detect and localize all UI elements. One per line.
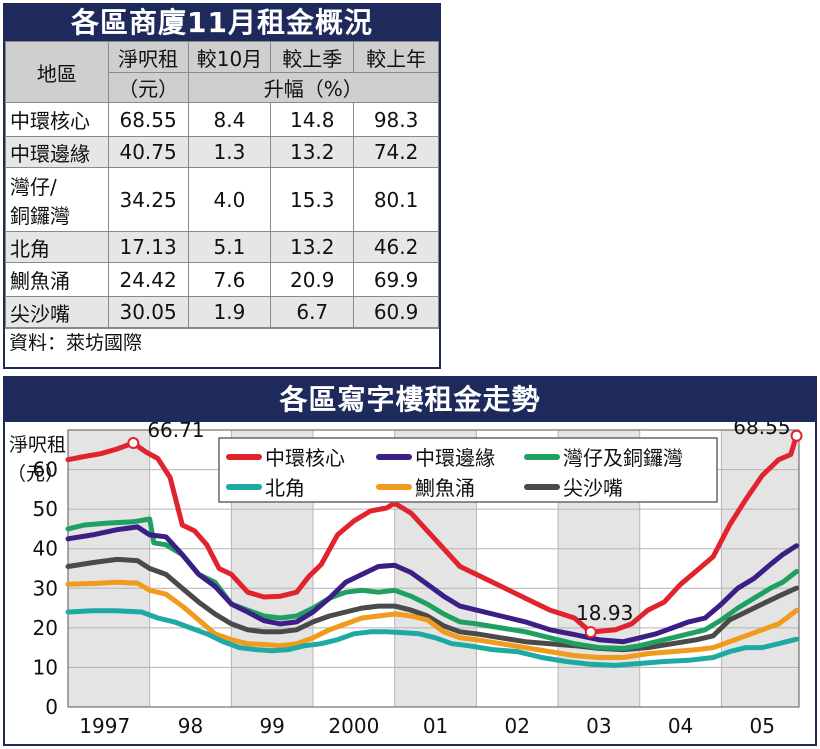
- legend-label: 中環邊緣: [415, 446, 495, 470]
- cell-rent: 17.13: [107, 231, 189, 263]
- x-tick-label: 98: [178, 714, 203, 738]
- cell-rent: 34.25: [107, 167, 189, 232]
- cell-quarter: 6.7: [270, 296, 355, 328]
- cell-oct: 1.3: [187, 136, 272, 168]
- legend-label: 北角: [265, 476, 305, 500]
- y-axis-unit: （元）: [7, 463, 64, 485]
- x-tick-label: 1997: [79, 714, 130, 738]
- header-vs-year: 較上年: [353, 41, 439, 73]
- cell-oct: 8.4: [187, 102, 272, 137]
- cell-rent: 24.42: [107, 262, 189, 297]
- year-band: [721, 430, 799, 707]
- cell-oct: 4.0: [187, 167, 272, 232]
- rent-trend-chart: 0 10 20 30 40 50 60 1997 98 99 2000 01 02 03 04 05 淨呎租 （元…: [7, 422, 803, 738]
- table-subheader-row: （元） 升幅（%）: [6, 72, 440, 103]
- cell-year: 60.9: [353, 296, 439, 328]
- chart-title: 各區寫字樓租金走勢: [5, 378, 815, 422]
- cell-quarter: 13.2: [270, 136, 355, 168]
- y-tick-label: 10: [33, 655, 58, 679]
- series-line: [65, 608, 799, 668]
- rent-table: 地區 淨呎租 較10月 較上季 較上年 （元） 升幅（%） 中環核心 68.55…: [5, 41, 440, 328]
- cell-area: 中環核心: [5, 102, 109, 137]
- cell-oct: 7.6: [187, 262, 272, 297]
- table-row: 尖沙嘴 30.05 1.9 6.7 60.9: [5, 296, 439, 328]
- chart-panel: 各區寫字樓租金走勢 0 10 20 30 40 50 60 1997 98 99 2000 01 02 0…: [3, 376, 817, 746]
- series-line: [65, 556, 799, 653]
- x-tick-label: 05: [750, 714, 775, 738]
- cell-rent: 40.75: [107, 136, 189, 168]
- cell-oct: 1.9: [187, 296, 272, 328]
- data-label: 18.93: [576, 601, 633, 625]
- year-band: [68, 430, 150, 707]
- header-vs-quarter: 較上季: [270, 41, 355, 73]
- header-area: 地區: [5, 41, 109, 103]
- cell-area: 北角: [5, 231, 109, 263]
- cell-area: 灣仔/銅鑼灣: [5, 167, 109, 232]
- header-vs-oct: 較10月: [187, 41, 272, 73]
- cell-rent: 30.05: [107, 296, 189, 328]
- data-label: 68.55: [733, 422, 790, 439]
- cell-area: 尖沙嘴: [5, 296, 109, 328]
- series-line: [65, 579, 799, 660]
- table-row: 中環邊緣 40.75 1.3 13.2 74.2: [5, 136, 439, 168]
- cell-area-line2: 銅鑼灣: [10, 203, 70, 228]
- y-tick-label: 30: [33, 576, 58, 600]
- data-point-marker: [127, 437, 140, 450]
- y-tick-label: 40: [33, 537, 58, 561]
- x-tick-label: 04: [668, 714, 693, 738]
- cell-quarter: 20.9: [270, 262, 355, 297]
- series-line: [65, 524, 799, 645]
- source-note: 資料：萊坊國際: [5, 328, 439, 357]
- x-tick-label: 99: [259, 714, 284, 738]
- table-row: 灣仔/銅鑼灣 34.25 4.0 15.3 80.1: [5, 167, 439, 232]
- legend-label: 中環核心: [265, 446, 345, 470]
- cell-area: 中環邊緣: [5, 136, 109, 168]
- x-tick-label: 02: [504, 714, 529, 738]
- table-row: 北角 17.13 5.1 13.2 46.2: [5, 231, 439, 263]
- cell-area: 鰂魚涌: [5, 262, 109, 297]
- data-point-marker: [790, 429, 803, 442]
- x-tick-label: 03: [586, 714, 611, 738]
- header-increase: 升幅（%）: [187, 72, 440, 103]
- cell-year: 46.2: [353, 231, 439, 263]
- legend-box: [218, 437, 718, 503]
- legend-label: 尖沙嘴: [563, 476, 623, 500]
- y-tick-label: 20: [33, 616, 58, 640]
- y-tick-label: 0: [45, 695, 58, 719]
- cell-oct: 5.1: [187, 231, 272, 263]
- cell-year: 98.3: [353, 102, 439, 137]
- cell-quarter: 15.3: [270, 167, 355, 232]
- cell-quarter: 14.8: [270, 102, 355, 137]
- cell-rent: 68.55: [107, 102, 189, 137]
- table-title: 各區商廈11月租金概況: [5, 5, 439, 41]
- table-row: 中環核心 68.55 8.4 14.8 98.3: [5, 102, 439, 137]
- y-axis-label: 淨呎租: [9, 434, 66, 456]
- header-rent: 淨呎租: [107, 41, 189, 73]
- x-tick-label: 01: [423, 714, 448, 738]
- data-label: 66.71: [147, 422, 204, 442]
- legend-label: 鰂魚涌: [415, 476, 475, 500]
- x-tick-label: 2000: [328, 714, 379, 738]
- rent-table-panel: 各區商廈11月租金概況 地區 淨呎租 較10月 較上季 較上年 （元） 升幅（%…: [3, 3, 441, 369]
- y-tick-label: 50: [33, 497, 58, 521]
- series-line: [65, 433, 799, 635]
- legend-label: 灣仔及銅鑼灣: [563, 446, 683, 470]
- header-rent-unit: （元）: [107, 72, 189, 103]
- cell-year: 80.1: [353, 167, 439, 232]
- cell-year: 74.2: [353, 136, 439, 168]
- y-tick-label: 60: [33, 458, 58, 482]
- cell-area-line1: 灣仔/: [10, 174, 57, 199]
- data-point-marker: [584, 626, 597, 639]
- table-header-row: 地區 淨呎租 較10月 較上季 較上年: [5, 41, 439, 103]
- cell-quarter: 13.2: [270, 231, 355, 263]
- cell-year: 69.9: [353, 262, 439, 297]
- table-row: 鰂魚涌 24.42 7.6 20.9 69.9: [5, 262, 439, 297]
